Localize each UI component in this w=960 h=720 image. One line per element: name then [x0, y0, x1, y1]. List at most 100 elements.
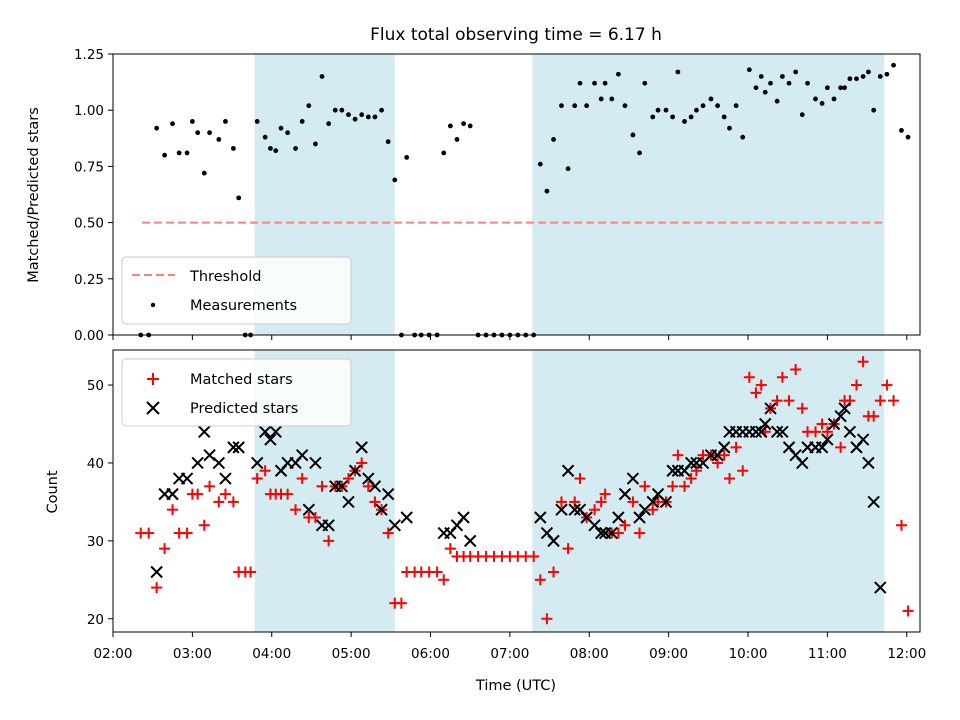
- measurement-point: [346, 112, 351, 118]
- ratio-legend: Threshold Measurements: [121, 256, 352, 325]
- predicted-star-point: [633, 511, 646, 524]
- measurement-point: [176, 150, 182, 156]
- predicted-star-point: [375, 503, 388, 516]
- measurement-point: [565, 166, 571, 172]
- predicted-star-point: [166, 487, 179, 501]
- matched-star-point: [634, 527, 646, 539]
- measurement-point: [162, 152, 167, 158]
- measurement-point: [385, 139, 391, 145]
- measurement-point: [642, 80, 648, 86]
- matched-star-point: [835, 441, 847, 453]
- matched-star-point: [619, 519, 631, 531]
- predicted-star-point: [666, 464, 679, 477]
- measurement-point: [637, 150, 642, 156]
- measurement-point: [694, 107, 699, 113]
- y-tick-label: 0.50: [74, 216, 104, 232]
- predicted-star-point: [388, 519, 401, 532]
- predicted-star-point: [749, 425, 763, 439]
- measurement-point: [236, 195, 242, 201]
- matched-star-point: [534, 574, 546, 586]
- measurement-point: [650, 114, 656, 120]
- matched-star-point: [589, 504, 601, 516]
- measurement-point: [786, 80, 792, 86]
- measurement-point: [871, 107, 877, 113]
- matched-star-point: [444, 543, 456, 555]
- measurement-point: [372, 114, 378, 120]
- predicted-star-point: [335, 480, 349, 493]
- predicted-star-point: [776, 425, 789, 439]
- count-legend: Matched stars Predicted stars: [121, 358, 352, 427]
- matched-star-point: [743, 371, 755, 383]
- matched-star-point: [902, 605, 914, 617]
- matched-star-point: [750, 387, 762, 399]
- matched-star-point: [369, 496, 381, 508]
- matched-star-point: [356, 457, 368, 469]
- measurement-point: [201, 170, 207, 176]
- predicted-star-point: [867, 495, 880, 509]
- matched-star-point: [316, 480, 328, 492]
- matched-star-point: [296, 473, 308, 485]
- count-axes-frame: [112, 349, 921, 633]
- x-tick-label: 09:00: [649, 646, 688, 662]
- matched-star-point: [555, 496, 567, 508]
- predicted-star-point: [659, 495, 673, 509]
- measurement-point: [753, 85, 759, 91]
- predicted-star-point: [547, 534, 560, 548]
- matched-legend-label: Matched stars: [190, 372, 293, 388]
- measurement-point: [793, 69, 799, 75]
- matched-star-point: [718, 449, 730, 461]
- measurement-point: [847, 76, 853, 82]
- observing-window-2: [532, 350, 885, 632]
- measurement-point: [592, 80, 597, 86]
- measurement-point: [332, 107, 338, 113]
- matched-star-point: [204, 480, 216, 492]
- measurement-point: [184, 150, 190, 156]
- measurement-point: [663, 107, 669, 113]
- predicted-star-point: [815, 441, 829, 454]
- matched-star-point: [282, 488, 294, 500]
- predicted-stars-series: [150, 402, 887, 594]
- matched-legend-swatch: [147, 373, 159, 385]
- matched-star-point: [672, 449, 684, 461]
- matched-star-point: [790, 363, 802, 375]
- matched-star-point: [309, 511, 321, 523]
- measurement-point: [615, 71, 621, 77]
- matched-star-point: [198, 519, 210, 531]
- y-tick-label: 0.75: [74, 159, 104, 175]
- measurement-point: [733, 103, 739, 109]
- matched-star-point: [783, 395, 795, 407]
- measurement-point: [780, 74, 785, 79]
- measurement-point: [262, 134, 268, 140]
- predicted-star-point: [618, 487, 632, 501]
- measurement-point: [537, 161, 543, 167]
- predicted-star-point: [770, 425, 784, 439]
- predicted-star-point: [219, 472, 232, 485]
- matched-star-point: [323, 535, 335, 547]
- measurement-point: [899, 128, 904, 133]
- y-tick-label: 50: [87, 378, 104, 394]
- measurements-legend-label: Measurements: [190, 298, 297, 314]
- matched-star-point: [881, 379, 893, 391]
- predicted-star-point: [463, 534, 477, 548]
- matched-star-point: [362, 480, 374, 492]
- predicted-star-point: [561, 464, 575, 477]
- matched-star-point: [612, 527, 624, 539]
- measurement-point: [195, 130, 201, 136]
- matched-star-point: [342, 473, 354, 485]
- measurement-point: [254, 119, 260, 124]
- ratio-legend-box: [121, 256, 352, 325]
- ratio-axes-frame: [112, 53, 921, 336]
- predicted-star-point: [594, 526, 608, 540]
- y-tick-label: 0.25: [74, 272, 104, 288]
- matched-star-point: [181, 527, 193, 539]
- measurement-point: [216, 137, 222, 142]
- measurement-point: [866, 69, 871, 75]
- y-tick-label: 1.25: [74, 47, 104, 63]
- observing-windows: [254, 54, 885, 335]
- measurement-point: [223, 119, 228, 124]
- measurement-point: [404, 155, 410, 160]
- measurement-point: [313, 141, 318, 147]
- predicted-star-point: [368, 480, 382, 493]
- predicted-star-point: [759, 417, 772, 431]
